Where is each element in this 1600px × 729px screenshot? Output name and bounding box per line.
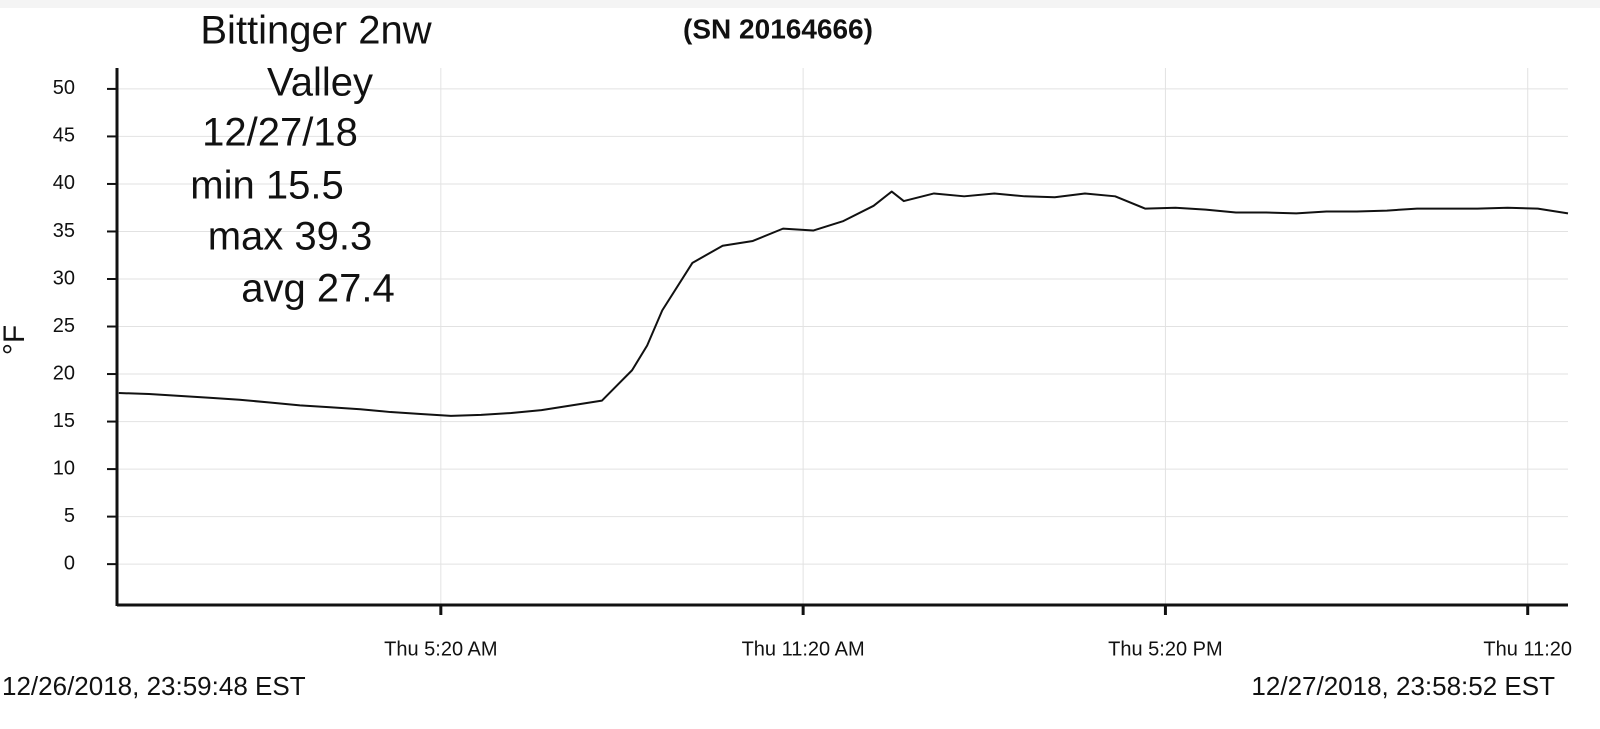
annotation: max 39.3 <box>208 215 373 259</box>
y-axis-label: °F <box>0 325 31 355</box>
y-tick-label: 40 <box>53 172 75 194</box>
y-tick-label: 45 <box>53 125 75 147</box>
y-tick-label: 20 <box>53 362 75 384</box>
x-tick-label: Thu 11:20 <box>1483 638 1572 660</box>
y-tick-label: 0 <box>64 552 75 574</box>
annotation: min 15.5 <box>190 164 343 208</box>
annotation: Bittinger 2nw <box>200 9 431 53</box>
x-tick-label: Thu 5:20 AM <box>384 638 497 660</box>
y-tick-label: 30 <box>53 267 75 289</box>
y-tick-label: 35 <box>53 220 75 242</box>
y-tick-label: 5 <box>64 505 75 527</box>
end-time: 12/27/2018, 23:58:52 EST <box>1251 671 1555 701</box>
plot-area: 0 5 10 15 20 25 30 35 40 45 50 Thu 5:20 AM Thu 11:20… <box>53 68 1572 660</box>
top-bar <box>0 0 1600 8</box>
x-tick-label: Thu 5:20 PM <box>1108 638 1223 660</box>
x-tick-label: Thu 11:20 AM <box>742 638 865 660</box>
y-tick-label: 15 <box>53 410 75 432</box>
annotation: 12/27/18 <box>202 111 358 155</box>
line-series <box>118 190 1569 417</box>
annotation: avg 27.4 <box>241 267 394 311</box>
y-tick-label: 10 <box>53 457 75 479</box>
y-tick-label: 50 <box>53 77 75 99</box>
y-tick-label: 25 <box>53 315 75 337</box>
chart-title: (SN 20164666) <box>683 13 873 44</box>
start-time: 12/26/2018, 23:59:48 EST <box>2 671 306 701</box>
annotation: Valley <box>267 61 373 105</box>
